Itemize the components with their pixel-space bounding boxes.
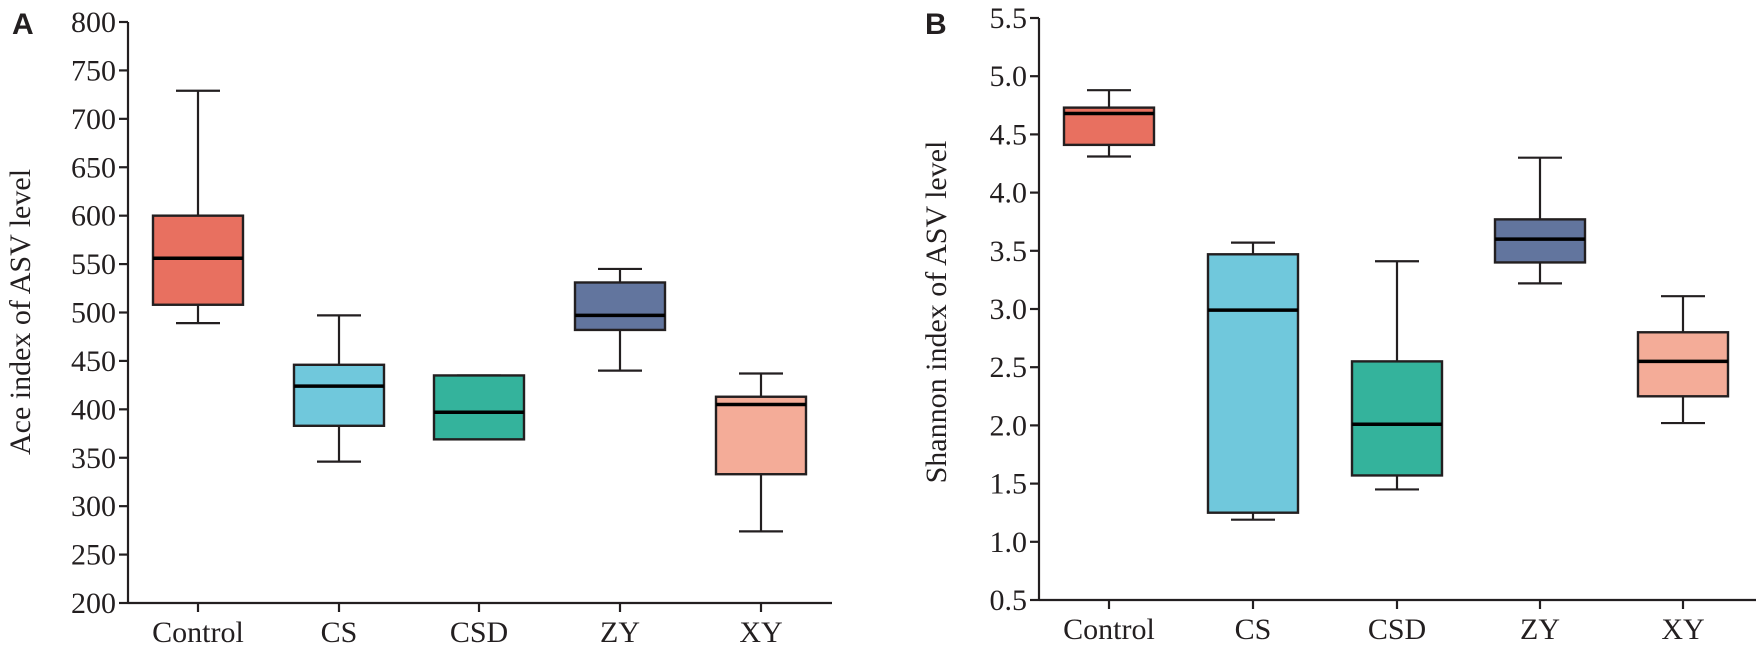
y-tick-label: 3.0 bbox=[990, 293, 1028, 326]
y-tick-label: 3.5 bbox=[990, 235, 1028, 268]
iqr-box bbox=[1206, 253, 1300, 514]
iqr-box bbox=[1636, 331, 1730, 398]
y-axis-title-a: Ace index of ASV level bbox=[4, 169, 37, 455]
y-tick-label: 650 bbox=[71, 151, 116, 184]
y-tick-label: 5.0 bbox=[990, 60, 1028, 93]
y-tick-label: 400 bbox=[71, 393, 116, 426]
box-control bbox=[151, 89, 245, 325]
y-tick-label: 300 bbox=[71, 490, 116, 523]
x-tick-label-zy: ZY bbox=[1520, 613, 1560, 646]
panel-letter-b: B bbox=[925, 8, 947, 41]
box-zy bbox=[1493, 156, 1587, 285]
iqr-box bbox=[292, 363, 386, 427]
x-tick-label-control: Control bbox=[1063, 613, 1155, 646]
iqr-box bbox=[1350, 360, 1444, 477]
iqr-box bbox=[151, 214, 245, 306]
iqr-box bbox=[432, 374, 526, 441]
x-tick-label-zy: ZY bbox=[600, 616, 640, 649]
box-csd bbox=[432, 374, 526, 441]
y-tick-label: 4.0 bbox=[990, 177, 1028, 210]
x-tick-label-xy: XY bbox=[739, 616, 782, 649]
panel-a-ace-chart: A Ace index of ASV level 200 250 300 350 400… bbox=[4, 6, 832, 649]
y-tick-label: 800 bbox=[71, 6, 116, 39]
box-xy bbox=[714, 372, 808, 533]
y-tick-label: 4.5 bbox=[990, 118, 1028, 151]
y-tick-label: 600 bbox=[71, 200, 116, 233]
x-tick-label-csd: CSD bbox=[1368, 613, 1426, 646]
y-tick-label: 450 bbox=[71, 345, 116, 378]
box-cs bbox=[1206, 241, 1300, 521]
y-tick-label: 0.5 bbox=[990, 584, 1028, 617]
y-axis-title-b: Shannon index of ASV level bbox=[920, 141, 953, 484]
y-tick-label: 2.5 bbox=[990, 351, 1028, 384]
panel-b-shannon-chart: B Shannon index of ASV level 0.5 1.0 1.5 2.… bbox=[920, 2, 1756, 646]
x-tick-label-csd: CSD bbox=[450, 616, 508, 649]
box-csd bbox=[1350, 260, 1444, 491]
y-tick-label: 350 bbox=[71, 442, 116, 475]
box-cs bbox=[292, 314, 386, 463]
iqr-box bbox=[573, 281, 667, 332]
x-tick-label-control: Control bbox=[152, 616, 244, 649]
y-tick-label: 500 bbox=[71, 297, 116, 330]
box-control bbox=[1062, 89, 1156, 158]
y-tick-label: 700 bbox=[71, 103, 116, 136]
y-tick-label: 750 bbox=[71, 54, 116, 87]
x-tick-label-cs: CS bbox=[321, 616, 358, 649]
panel-letter-a: A bbox=[12, 8, 34, 41]
box-zy bbox=[573, 267, 667, 372]
y-tick-label: 200 bbox=[71, 587, 116, 620]
y-tick-label: 5.5 bbox=[990, 2, 1028, 35]
y-tick-label: 1.5 bbox=[990, 468, 1028, 501]
iqr-box bbox=[714, 395, 808, 476]
y-tick-label: 1.0 bbox=[990, 526, 1028, 559]
y-tick-label: 2.0 bbox=[990, 409, 1028, 442]
x-tick-label-xy: XY bbox=[1661, 613, 1704, 646]
box-xy bbox=[1636, 295, 1730, 425]
y-tick-label: 250 bbox=[71, 539, 116, 572]
y-tick-label: 550 bbox=[71, 248, 116, 281]
x-tick-label-cs: CS bbox=[1235, 613, 1272, 646]
